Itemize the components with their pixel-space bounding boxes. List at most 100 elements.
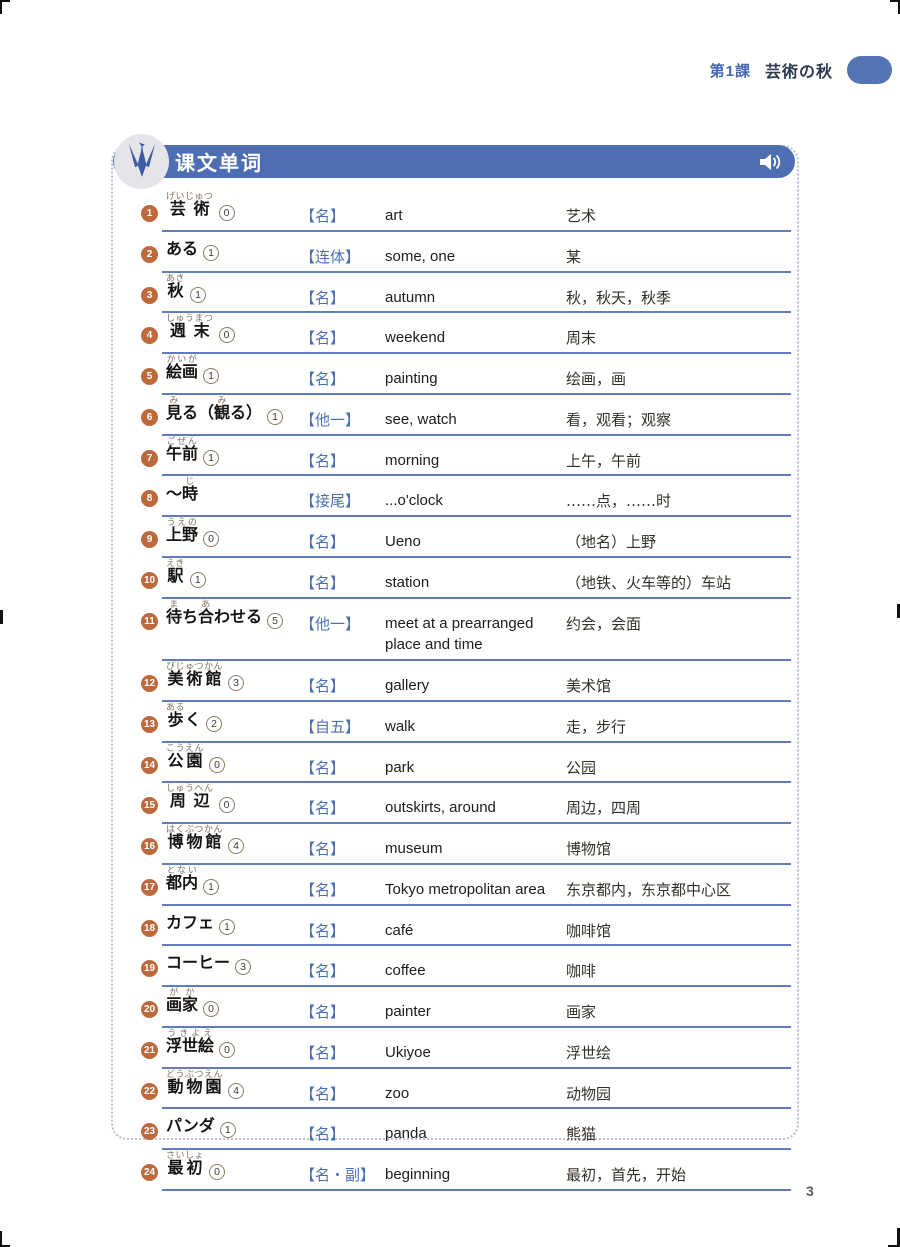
part-of-speech-label: 【名】 — [300, 372, 346, 388]
vocab-row-content: 博物館はくぶつかん4 【名】 museum 博物馆 — [162, 824, 791, 865]
chinese-meaning: 艺术 — [566, 207, 597, 225]
japanese-word: 最初さいしょ0 — [162, 1150, 300, 1180]
part-of-speech-label: 【名】 — [300, 1127, 346, 1144]
japanese-word: カフェ 1 — [162, 906, 300, 935]
chinese-meaning: 周末 — [566, 329, 597, 348]
english-meaning: painting — [385, 370, 438, 387]
item-number: 2 — [141, 245, 158, 263]
part-of-speech-label: 【名】 — [300, 679, 346, 695]
item-number-badge: 2 — [141, 232, 162, 273]
pitch-accent-badge: 1 — [203, 368, 220, 384]
registration-mark — [897, 1228, 900, 1247]
chinese-meaning: 看，观看；观察 — [566, 410, 672, 429]
origami-crane-icon — [121, 141, 163, 183]
pitch-accent-badge: 1 — [219, 918, 236, 935]
english-meaning: morning — [385, 451, 440, 469]
vocab-row-content: 最初さいしょ0 【名・副】 beginning 最初，首先，开始 — [162, 1150, 791, 1191]
pitch-accent-badge: 1 — [219, 1122, 236, 1139]
pitch-accent-badge: 3 — [235, 959, 252, 976]
vocab-row-content: 絵画かいが1 【名】 painting 绘画，画 — [162, 354, 791, 395]
vocab-row: 20 画家がか0 【名】 painter 画家 — [141, 987, 791, 1028]
english-meaning: walk — [385, 717, 416, 735]
vocab-row: 10 駅えき1 【名】 station （地铁、火车等的）车站 — [141, 558, 791, 599]
chinese-meaning: 咖啡馆 — [566, 921, 612, 940]
vocab-row-content: 画家がか0 【名】 painter 画家 — [162, 987, 791, 1028]
english-meaning: beginning — [385, 1166, 451, 1183]
pitch-accent-badge: 5 — [267, 612, 284, 629]
vocab-row-content: 週末しゅうまつ0 【名】 weekend 周末 — [162, 313, 791, 354]
vocab-row: 11 待まち 合あわせる 5 【他一】 meet at a prearrange… — [141, 599, 791, 661]
item-number: 4 — [141, 327, 158, 345]
english-meaning: see, watch — [385, 410, 457, 428]
chinese-meaning: 动物园 — [566, 1084, 612, 1103]
pitch-accent-badge: 0 — [218, 327, 235, 344]
pitch-accent-badge: 2 — [206, 715, 223, 732]
pitch-accent-badge: 0 — [209, 1164, 226, 1180]
lesson-number-label: 第1課 — [709, 62, 751, 80]
vocab-row: 1 芸術げいじゅつ0 【名】 art 艺术 — [141, 191, 791, 232]
english-meaning: museum — [385, 840, 443, 857]
part-of-speech-label: 【名】 — [300, 1086, 346, 1103]
item-number: 13 — [141, 715, 158, 733]
audio-play-button[interactable] — [757, 149, 783, 175]
pitch-accent-badge: 1 — [203, 244, 220, 261]
vocab-row-content: 動物園どうぶつえん4 【名】 zoo 动物园 — [162, 1069, 791, 1110]
part-of-speech-label: 【名】 — [300, 535, 346, 551]
vocab-row: 19 コーヒー 3 【名】 coffee 咖啡 — [141, 946, 791, 987]
chinese-meaning: 最初，首先，开始 — [566, 1166, 687, 1184]
vocab-row: 2 ある 1 【连体】 some, one 某 — [141, 232, 791, 273]
vocab-row-content: 歩あるく 2 【自五】 walk 走，步行 — [162, 702, 791, 743]
item-number-badge: 21 — [141, 1028, 162, 1069]
vocab-row: 4 週末しゅうまつ0 【名】 weekend 周末 — [141, 313, 791, 354]
registration-mark — [0, 1245, 10, 1247]
item-number: 16 — [141, 838, 158, 855]
japanese-word: 秋あき1 — [162, 273, 300, 303]
part-of-speech-label: 【名】 — [300, 453, 346, 470]
lesson-header: 第1課 芸術の秋 — [710, 56, 892, 84]
english-meaning: gallery — [385, 677, 430, 694]
english-meaning: meet at a prearranged place and time — [385, 614, 534, 654]
item-number: 17 — [141, 878, 158, 896]
item-number-badge: 23 — [141, 1109, 162, 1150]
japanese-word: 博物館はくぶつかん4 — [162, 824, 300, 854]
part-of-speech-label: 【连体】 — [300, 249, 361, 266]
item-number: 6 — [141, 408, 158, 426]
registration-mark — [898, 0, 900, 14]
item-number-badge: 8 — [141, 476, 162, 517]
vocab-row: 13 歩あるく 2 【自五】 walk 走，步行 — [141, 702, 791, 743]
pitch-accent-badge: 1 — [190, 286, 207, 303]
item-number: 5 — [141, 368, 158, 385]
japanese-word: 周辺しゅうへん0 — [162, 783, 300, 814]
japanese-word: パンダ 1 — [162, 1109, 300, 1139]
lesson-tab-pill — [847, 56, 892, 84]
part-of-speech-label: 【名・副】 — [300, 1168, 376, 1184]
pitch-accent-badge: 0 — [218, 205, 235, 221]
english-meaning: Tokyo metropolitan area — [385, 880, 546, 898]
vocab-row-content: 見みる（ 観みる） 1 【他一】 see, watch 看，观看；观察 — [162, 395, 791, 436]
item-number: 21 — [141, 1041, 158, 1059]
registration-mark — [890, 0, 900, 2]
vocab-row-content: 公園こうえん0 【名】 park 公园 — [162, 743, 791, 784]
english-meaning: ...o'clock — [385, 492, 443, 510]
english-meaning: Ukiyoe — [385, 1043, 431, 1061]
chinese-meaning: 东京都内，东京都中心区 — [566, 880, 732, 899]
item-number: 18 — [141, 919, 158, 937]
part-of-speech-label: 【他一】 — [300, 412, 361, 429]
item-number-badge: 14 — [141, 743, 162, 784]
chinese-meaning: 周边，四周 — [566, 799, 642, 818]
section-logo — [114, 134, 169, 189]
part-of-speech-label: 【名】 — [300, 209, 346, 225]
part-of-speech-label: 【名】 — [300, 923, 346, 940]
vocab-row: 24 最初さいしょ0 【名・副】 beginning 最初，首先，开始 — [141, 1150, 791, 1191]
chinese-meaning: 公园 — [566, 758, 597, 777]
item-number-badge: 15 — [141, 783, 162, 824]
part-of-speech-label: 【名】 — [300, 1045, 346, 1062]
pitch-accent-badge: 1 — [203, 449, 220, 466]
chinese-meaning: 美术馆 — [566, 677, 612, 695]
item-number-badge: 17 — [141, 865, 162, 906]
part-of-speech-label: 【他一】 — [300, 616, 361, 633]
vocab-row: 16 博物館はくぶつかん4 【名】 museum 博物馆 — [141, 824, 791, 865]
item-number-badge: 3 — [141, 273, 162, 314]
item-number: 20 — [141, 1001, 158, 1018]
item-number-badge: 22 — [141, 1069, 162, 1110]
